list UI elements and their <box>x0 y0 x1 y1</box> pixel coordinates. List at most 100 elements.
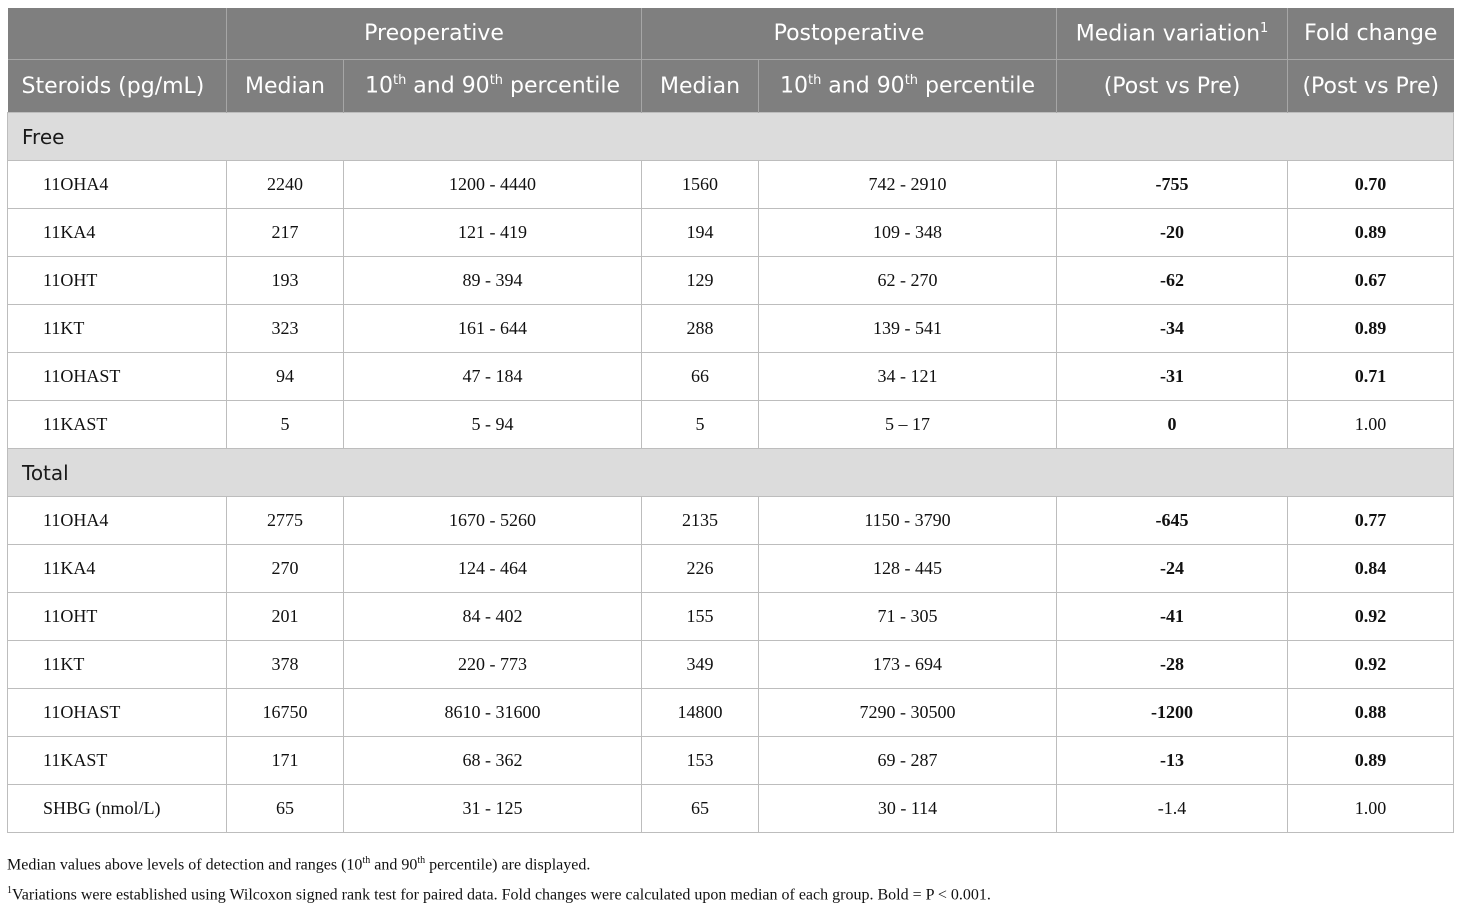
header-pre-percentile: 10th and 90th percentile <box>342 59 642 113</box>
pct-and-90: and 90 <box>406 73 490 99</box>
cell-post-range: 34 - 121 <box>758 352 1058 401</box>
header-fold-change-label: Fold change <box>1304 21 1438 46</box>
cell-pre-range: 47 - 184 <box>342 352 643 401</box>
table-row: 11KA4 217 121 - 419 194 109 - 348 -20 0.89 <box>7 208 1455 257</box>
cell-steroid-name: 11KA4 <box>7 208 227 257</box>
cell-post-median: 153 <box>641 736 760 785</box>
cell-median-variation: -28 <box>1056 640 1289 689</box>
pct-th-sup: th <box>489 73 504 89</box>
cell-post-range: 1150 - 3790 <box>758 496 1058 545</box>
table-row: 11OHA4 2240 1200 - 4440 1560 742 - 2910 -755 0… <box>7 160 1455 209</box>
cell-pre-range: 220 - 773 <box>342 640 643 689</box>
cell-pre-range: 68 - 362 <box>342 736 643 785</box>
table-row: 11OHT 193 89 - 394 129 62 - 270 -62 0.67 <box>7 256 1455 305</box>
table-row: SHBG (nmol/L) 65 31 - 125 65 30 - 114 -1.4 1.0… <box>7 784 1455 833</box>
cell-pre-median: 323 <box>226 304 344 353</box>
cell-pre-range: 1200 - 4440 <box>342 160 643 209</box>
cell-post-range: 30 - 114 <box>758 784 1058 833</box>
header-fold-sub-label: (Post vs Pre) <box>1302 73 1440 99</box>
header-median-variation-label: Median variation <box>1075 21 1261 47</box>
cell-post-range: 62 - 270 <box>758 256 1058 305</box>
cell-steroid-name: 11OHA4 <box>7 496 227 545</box>
cell-pre-median: 217 <box>226 208 344 257</box>
footnote-text: percentile) are displayed. <box>425 856 591 874</box>
steroid-table-container: Preoperative Postoperative Median variat… <box>6 8 1455 833</box>
section-label: Total <box>6 448 1455 497</box>
cell-fold-change: 0.71 <box>1287 352 1455 401</box>
header-post-median: Median <box>641 59 759 113</box>
cell-post-median: 129 <box>641 256 760 305</box>
cell-steroid-name: 11KA4 <box>7 544 227 593</box>
table-footnotes: Median values above levels of detection … <box>7 848 991 909</box>
cell-fold-change: 0.89 <box>1287 736 1455 785</box>
cell-pre-median: 5 <box>226 400 344 449</box>
cell-pre-median: 193 <box>226 256 344 305</box>
table-header: Preoperative Postoperative Median variat… <box>7 8 1454 113</box>
cell-post-median: 5 <box>641 400 760 449</box>
table-row: 11KT 323 161 - 644 288 139 - 541 -34 0.89 <box>7 304 1455 353</box>
cell-steroid-name: 11OHA4 <box>7 160 227 209</box>
steroid-table: Preoperative Postoperative Median variat… <box>6 8 1455 833</box>
cell-post-median: 194 <box>641 208 760 257</box>
cell-post-range: 5 – 17 <box>758 400 1058 449</box>
footnote-line-2: 1Variations were established using Wilco… <box>7 878 991 908</box>
cell-post-range: 71 - 305 <box>758 592 1058 641</box>
footnote-sup: th <box>417 855 426 866</box>
footnote-sup: 1 <box>7 885 12 897</box>
table-row: 11KT 378 220 - 773 349 173 - 694 -28 0.92 <box>7 640 1455 689</box>
cell-median-variation: -34 <box>1056 304 1289 353</box>
cell-steroid-name: 11KT <box>7 304 227 353</box>
cell-post-range: 128 - 445 <box>758 544 1058 593</box>
cell-median-variation: -755 <box>1056 160 1289 209</box>
pct-th-sup: th <box>392 73 407 89</box>
cell-post-median: 66 <box>641 352 760 401</box>
header-variation-post-vs-pre: (Post vs Pre) <box>1056 59 1288 113</box>
header-median-variation: Median variation1 <box>1056 8 1288 60</box>
cell-fold-change: 1.00 <box>1287 784 1455 833</box>
pct-th-sup: th <box>807 73 822 89</box>
header-row-groups: Preoperative Postoperative Median variat… <box>7 8 1454 60</box>
cell-steroid-name: 11KT <box>7 640 227 689</box>
header-row-columns: Steroids (pg/mL) Median 10th and 90th pe… <box>7 59 1454 113</box>
cell-post-median: 288 <box>641 304 760 353</box>
table-row: 11KAST 171 68 - 362 153 69 - 287 -13 0.89 <box>7 736 1455 785</box>
cell-fold-change: 1.00 <box>1287 400 1455 449</box>
cell-pre-median: 201 <box>226 592 344 641</box>
cell-post-range: 139 - 541 <box>758 304 1058 353</box>
table-row: 11OHAST 16750 8610 - 31600 14800 7290 - 3050… <box>7 688 1455 737</box>
header-variation-sub-label: (Post vs Pre) <box>1103 73 1241 99</box>
footnote-text: Median values above levels of detection … <box>7 856 363 874</box>
header-fold-change: Fold change <box>1287 8 1454 60</box>
header-steroids: Steroids (pg/mL) <box>7 59 227 113</box>
cell-fold-change: 0.89 <box>1287 208 1455 257</box>
cell-post-median: 2135 <box>641 496 760 545</box>
cell-post-range: 742 - 2910 <box>758 160 1058 209</box>
cell-fold-change: 0.67 <box>1287 256 1455 305</box>
cell-median-variation: -41 <box>1056 592 1289 641</box>
cell-pre-median: 270 <box>226 544 344 593</box>
cell-pre-range: 89 - 394 <box>342 256 643 305</box>
pct-suffix: percentile <box>918 73 1036 99</box>
cell-pre-range: 1670 - 5260 <box>342 496 643 545</box>
cell-post-range: 173 - 694 <box>758 640 1058 689</box>
table-row: 11KA4 270 124 - 464 226 128 - 445 -24 0.84 <box>7 544 1455 593</box>
cell-pre-median: 2240 <box>226 160 344 209</box>
table-row: 11KAST 5 5 - 94 5 5 – 17 0 1.00 <box>7 400 1455 449</box>
cell-post-range: 69 - 287 <box>758 736 1058 785</box>
section-row: Free <box>6 112 1455 161</box>
footnote-text: Variations were established using Wilcox… <box>12 886 991 904</box>
header-preoperative: Preoperative <box>225 8 642 60</box>
cell-steroid-name: 11KAST <box>7 400 227 449</box>
footnote-line-1: Median values above levels of detection … <box>7 848 991 878</box>
header-empty-cell <box>7 8 227 60</box>
cell-pre-range: 5 - 94 <box>342 400 643 449</box>
cell-median-variation: -645 <box>1056 496 1289 545</box>
pct-and-90: and 90 <box>821 73 905 99</box>
footnote-sup: th <box>362 855 371 866</box>
cell-steroid-name: 11OHAST <box>7 352 227 401</box>
cell-pre-median: 16750 <box>226 688 344 737</box>
header-pre-median: Median <box>226 59 344 113</box>
header-postoperative-label: Postoperative <box>773 21 925 46</box>
table-row: 11OHT 201 84 - 402 155 71 - 305 -41 0.92 <box>7 592 1455 641</box>
cell-median-variation: -24 <box>1056 544 1289 593</box>
